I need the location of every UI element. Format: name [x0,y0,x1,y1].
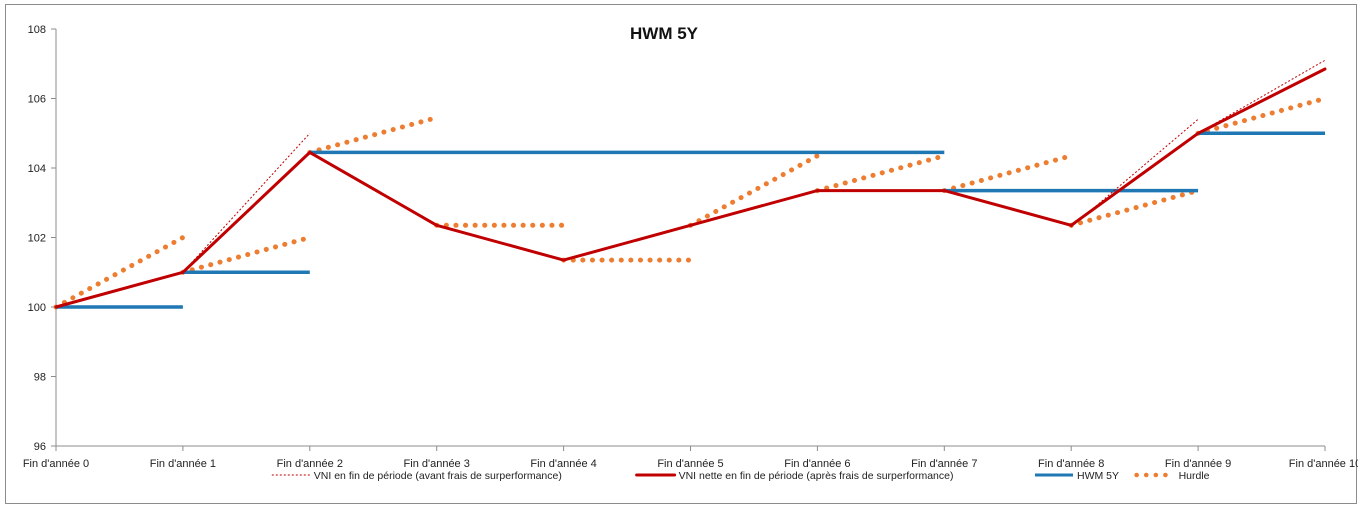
legend-item: VNI nette en fin de période (après frais… [635,470,954,482]
axes: 96 98 100 102 104 106 108 Fin d'année 0 Fin d'an… [23,24,1358,470]
x-tick-label: Fin d'année 10 [1289,458,1358,470]
y-tick-label: 98 [34,372,46,384]
y-tick-label: 96 [34,441,46,453]
x-tick-label: Fin d'année 2 [277,458,343,470]
series-line [941,153,1074,194]
chart-title: HWM 5Y [630,24,699,43]
y-tick-label: 104 [28,163,46,175]
legend-label: Hurdle [1179,470,1210,482]
series-line [688,153,820,228]
line-chart: 96 98 100 102 104 106 108 Fin d'année 0 Fin d'an… [23,24,1358,482]
series-2 [56,131,1325,309]
series-line [814,153,947,194]
series-1 [54,67,1327,309]
legend-item: Hurdle [1134,470,1210,482]
x-tick-label: Fin d'année 8 [1038,458,1104,470]
series-line [182,132,311,273]
series-line [1068,188,1201,228]
series-line [180,235,313,275]
legend-label: VNI nette en fin de période (après frais… [679,470,954,482]
legend-label: VNI en fin de période (avant frais de su… [314,470,562,482]
chart-frame: 96 98 100 102 104 106 108 Fin d'année 0 Fin d'an… [5,4,1358,504]
y-tick-label: 102 [28,233,46,245]
legend-label: HWM 5Y [1077,470,1119,482]
series-line [1195,96,1328,136]
series-line [1197,59,1326,134]
series-3 [53,96,1328,310]
legend: VNI en fin de période (avant frais de su… [271,470,1210,482]
legend-item: VNI en fin de période (avant frais de su… [271,470,562,482]
y-tick-label: 108 [28,24,46,36]
x-tick-label: Fin d'année 3 [404,458,470,470]
legend-item: HWM 5Y [1035,470,1119,482]
x-tick-label: Fin d'année 5 [657,458,723,470]
series-line [1070,118,1199,228]
series-0 [182,59,1326,273]
x-tick-label: Fin d'année 7 [911,458,977,470]
y-tick-label: 106 [28,94,46,106]
series-line [54,67,1327,309]
x-tick-label: Fin d'année 9 [1165,458,1231,470]
y-tick-label: 100 [28,302,46,314]
series-layer [53,59,1328,310]
x-tick-label: Fin d'année 6 [784,458,850,470]
series-line [53,235,186,310]
series-line [307,115,440,155]
x-tick-label: Fin d'année 0 [23,458,89,470]
x-tick-label: Fin d'année 1 [150,458,216,470]
x-tick-label: Fin d'année 4 [530,458,596,470]
